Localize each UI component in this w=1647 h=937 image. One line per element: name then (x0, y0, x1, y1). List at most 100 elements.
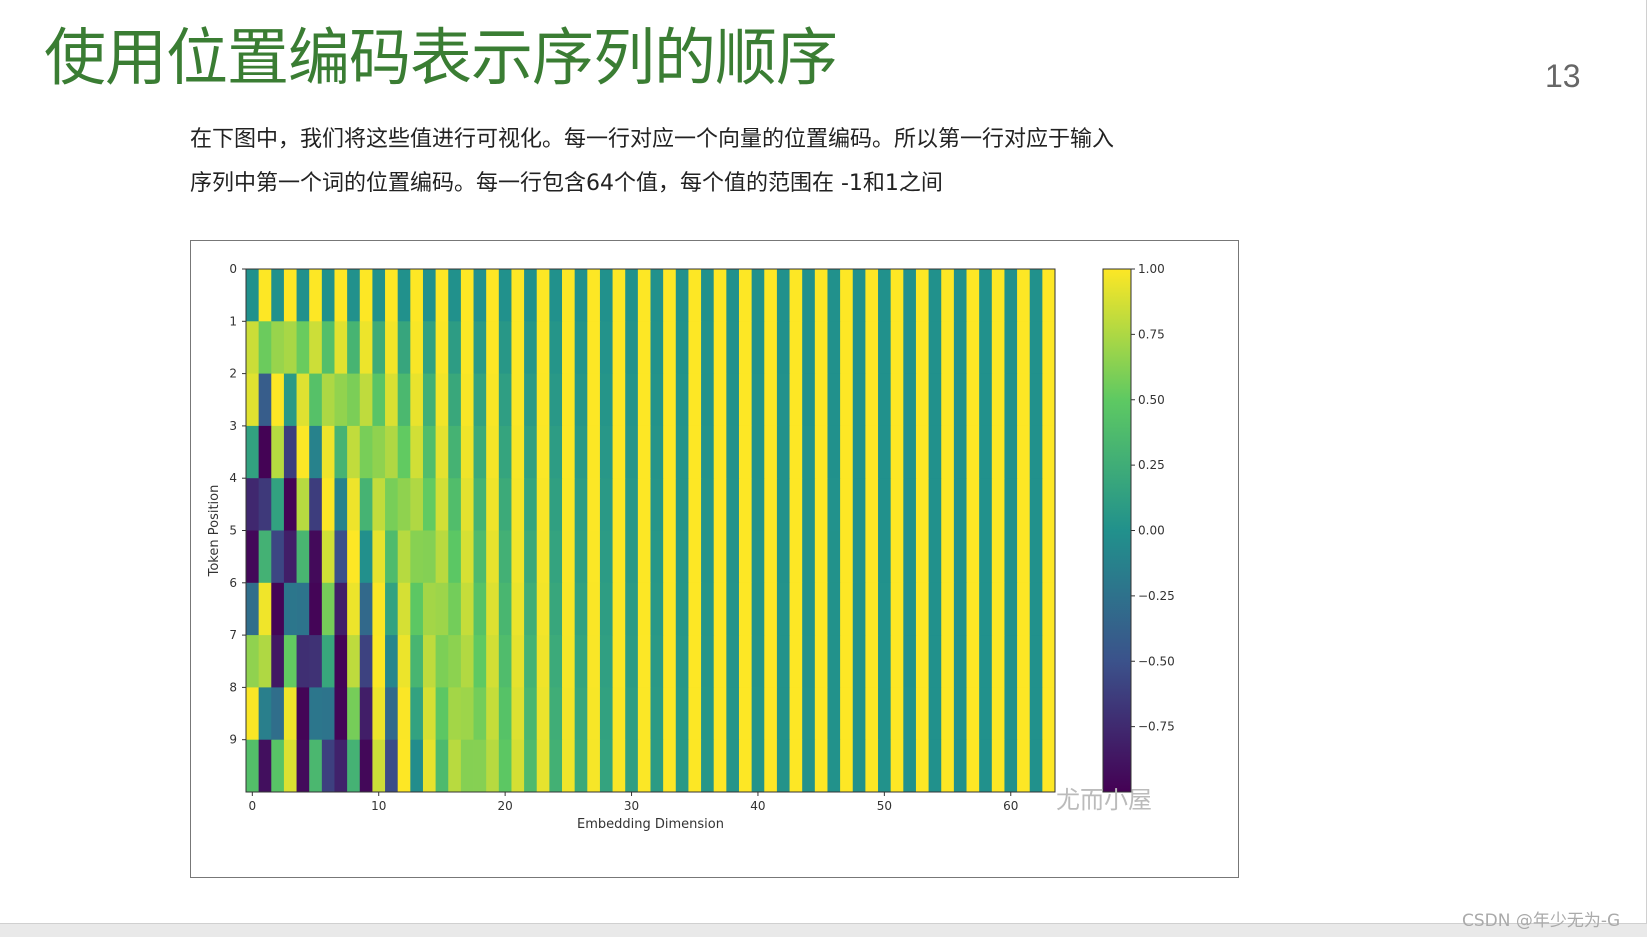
heatmap-cell (258, 269, 272, 322)
heatmap-cell (637, 478, 651, 531)
heatmap-cell (966, 269, 980, 322)
heatmap-cell (347, 582, 361, 636)
y-tick-label: 5 (229, 524, 237, 538)
heatmap-cell (903, 269, 917, 322)
heatmap-cell (448, 321, 462, 374)
heatmap-cell (587, 269, 601, 322)
heatmap-cell (1042, 269, 1056, 322)
heatmap-cell (1017, 739, 1031, 793)
heatmap-cell (814, 687, 828, 741)
heatmap-cell (460, 269, 474, 322)
heatmap-cell (562, 425, 576, 479)
heatmap-cell (460, 582, 474, 636)
heatmap-cell (296, 478, 310, 531)
heatmap-cell (562, 582, 576, 636)
heatmap-cell (625, 530, 639, 584)
heatmap-cell (283, 530, 297, 584)
heatmap-cell (827, 425, 841, 479)
heatmap-cell (701, 635, 715, 688)
heatmap-cell (448, 687, 462, 741)
heatmap-cell (410, 373, 424, 427)
heatmap-cell (827, 530, 841, 584)
heatmap-cell (637, 269, 651, 322)
heatmap-cell (1017, 478, 1031, 531)
heatmap-cell (372, 687, 386, 741)
heatmap-cell (903, 687, 917, 741)
heatmap-cell (675, 635, 689, 688)
csdn-watermark: CSDN @年少无为-G (1462, 911, 1621, 931)
y-tick-label: 1 (229, 314, 237, 328)
heatmap-cell (890, 635, 904, 688)
heatmap-cell (814, 582, 828, 636)
colorbar-tick-label: 0.75 (1138, 327, 1165, 341)
y-tick-label: 0 (229, 262, 237, 276)
heatmap-cell (334, 739, 348, 793)
heatmap-cell (776, 269, 790, 322)
heatmap-cell (701, 269, 715, 322)
heatmap-cell (283, 635, 297, 688)
heatmap-cell (473, 321, 487, 374)
heatmap-cell (612, 635, 626, 688)
heatmap-cell (372, 739, 386, 793)
heatmap-cell (448, 269, 462, 322)
heatmap-cell (448, 739, 462, 793)
heatmap-cell (612, 687, 626, 741)
heatmap-cell (991, 321, 1005, 374)
heatmap-cell (701, 425, 715, 479)
heatmap-cell (953, 739, 967, 793)
heatmap-cell (372, 269, 386, 322)
heatmap-cell (486, 425, 500, 479)
heatmap-cell (587, 425, 601, 479)
heatmap-cell (625, 635, 639, 688)
heatmap-cell (473, 582, 487, 636)
heatmap-cell (271, 425, 285, 479)
heatmap-cell (941, 269, 955, 322)
heatmap-cell (663, 321, 677, 374)
heatmap-cell (283, 478, 297, 531)
heatmap-cell (675, 269, 689, 322)
heatmap-cell (991, 373, 1005, 427)
heatmap-cell (347, 425, 361, 479)
heatmap-cell (1029, 739, 1043, 793)
heatmap-cell (359, 425, 373, 479)
heatmap-cell (410, 635, 424, 688)
heatmap-cell (688, 425, 702, 479)
heatmap-cell (359, 269, 373, 322)
heatmap-cell (271, 269, 285, 322)
heatmap-cell (650, 269, 664, 322)
heatmap-cell (473, 269, 487, 322)
heatmap-cell (713, 530, 727, 584)
heatmap-cell (385, 635, 399, 688)
heatmap-cell (802, 582, 816, 636)
heatmap-cell (574, 321, 588, 374)
heatmap-cell (258, 635, 272, 688)
heatmap-cell (258, 425, 272, 479)
heatmap-cell (776, 321, 790, 374)
heatmap-cell (549, 739, 563, 793)
heatmap-cell (802, 373, 816, 427)
heatmap-cell (599, 582, 613, 636)
heatmap-cell (878, 582, 892, 636)
heatmap-cell (524, 373, 538, 427)
heatmap-cell (625, 269, 639, 322)
heatmap-cell (789, 687, 803, 741)
heatmap-cell (827, 373, 841, 427)
heatmap-cell (941, 478, 955, 531)
heatmap-cell (802, 321, 816, 374)
heatmap-cell (776, 478, 790, 531)
heatmap-cell (334, 635, 348, 688)
colorbar-tick-label: −0.25 (1138, 589, 1175, 603)
heatmap-cell (347, 687, 361, 741)
heatmap-cell (738, 321, 753, 374)
heatmap-cell (953, 687, 967, 741)
heatmap-cell (246, 739, 260, 793)
heatmap-cell (928, 530, 942, 584)
heatmap-cell (1029, 687, 1043, 741)
heatmap-cell (776, 582, 790, 636)
heatmap-cell (865, 269, 879, 322)
heatmap-cell (246, 373, 260, 427)
heatmap-cell (928, 425, 942, 479)
heatmap-cell (549, 321, 563, 374)
heatmap-cell (258, 373, 272, 427)
chart-figure: 0 10 20 30 40 50 60 0 1 2 3 4 5 6 7 8 9 Embedding Dimen… (190, 240, 1239, 878)
